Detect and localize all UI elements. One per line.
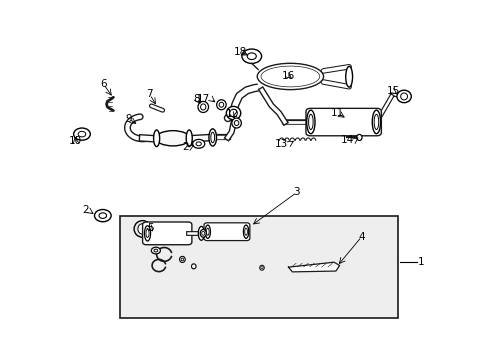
- Circle shape: [78, 131, 85, 137]
- Ellipse shape: [259, 265, 264, 270]
- Ellipse shape: [306, 110, 314, 134]
- Ellipse shape: [219, 102, 223, 107]
- Text: 8: 8: [193, 94, 200, 104]
- Ellipse shape: [153, 130, 159, 147]
- Text: 9: 9: [125, 114, 132, 123]
- Circle shape: [247, 53, 256, 59]
- Text: 5: 5: [147, 223, 154, 233]
- Text: 2: 2: [81, 205, 88, 215]
- Ellipse shape: [210, 132, 214, 143]
- Ellipse shape: [134, 221, 151, 237]
- Ellipse shape: [208, 129, 216, 146]
- Ellipse shape: [144, 226, 150, 241]
- Text: 1: 1: [417, 257, 424, 267]
- Ellipse shape: [200, 104, 205, 110]
- Ellipse shape: [345, 66, 352, 87]
- Ellipse shape: [186, 130, 192, 147]
- Circle shape: [74, 128, 90, 140]
- Ellipse shape: [261, 66, 319, 87]
- Ellipse shape: [226, 107, 240, 120]
- Ellipse shape: [179, 256, 185, 262]
- Ellipse shape: [260, 267, 263, 269]
- Text: 2: 2: [182, 142, 189, 152]
- Ellipse shape: [191, 264, 196, 269]
- Ellipse shape: [257, 63, 323, 90]
- Ellipse shape: [206, 228, 209, 235]
- Ellipse shape: [308, 114, 312, 130]
- Bar: [120, 216, 398, 318]
- Polygon shape: [288, 262, 339, 272]
- Text: 10: 10: [69, 136, 82, 146]
- Text: 14: 14: [340, 135, 353, 145]
- FancyBboxPatch shape: [305, 108, 381, 136]
- Ellipse shape: [198, 226, 204, 240]
- Text: 6: 6: [100, 79, 107, 89]
- Circle shape: [192, 139, 204, 148]
- Ellipse shape: [216, 100, 226, 110]
- Ellipse shape: [400, 93, 407, 100]
- Ellipse shape: [202, 231, 204, 235]
- Text: 3: 3: [293, 187, 300, 197]
- Circle shape: [154, 249, 158, 252]
- Ellipse shape: [200, 229, 206, 237]
- Ellipse shape: [243, 225, 248, 238]
- Ellipse shape: [231, 118, 241, 128]
- Text: 13: 13: [275, 139, 288, 149]
- FancyBboxPatch shape: [142, 222, 191, 245]
- Circle shape: [151, 247, 160, 254]
- Circle shape: [99, 213, 106, 219]
- Ellipse shape: [146, 229, 149, 238]
- Ellipse shape: [356, 134, 361, 140]
- Text: 11: 11: [330, 108, 344, 118]
- Ellipse shape: [234, 121, 238, 126]
- Ellipse shape: [156, 131, 189, 146]
- Ellipse shape: [138, 224, 147, 234]
- Ellipse shape: [396, 90, 410, 103]
- FancyBboxPatch shape: [203, 223, 249, 240]
- Ellipse shape: [371, 110, 380, 134]
- Text: 15: 15: [386, 86, 399, 96]
- Text: 12: 12: [225, 109, 238, 120]
- Ellipse shape: [205, 225, 210, 238]
- Text: 17: 17: [196, 94, 210, 104]
- Ellipse shape: [373, 114, 378, 130]
- Text: 16: 16: [281, 71, 295, 81]
- Circle shape: [196, 142, 201, 146]
- Ellipse shape: [181, 258, 183, 261]
- Text: 18: 18: [233, 46, 246, 57]
- Ellipse shape: [244, 228, 247, 235]
- Ellipse shape: [229, 109, 237, 117]
- Text: 4: 4: [358, 232, 364, 242]
- Ellipse shape: [198, 102, 208, 112]
- Circle shape: [94, 210, 111, 222]
- Text: 7: 7: [146, 90, 153, 99]
- Circle shape: [242, 49, 261, 63]
